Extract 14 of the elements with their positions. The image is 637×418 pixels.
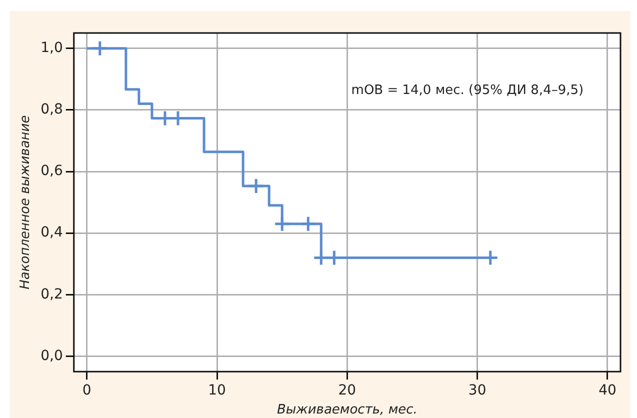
x-axis-title: Выживаемость, мес. <box>276 402 418 418</box>
x-tick-label: 20 <box>338 382 356 399</box>
x-tick-label: 10 <box>208 382 226 399</box>
y-tick-label: 0,4 <box>40 224 63 241</box>
y-axis-title: Накопленное выживание <box>18 115 34 290</box>
y-tick-label: 1,0 <box>40 40 63 56</box>
annotation: mOB = 14,0 мес. (95% ДИ 8,4–9,5) <box>351 82 584 98</box>
y-tick-label: 0,8 <box>40 102 63 118</box>
y-tick-label: 0,6 <box>40 163 63 180</box>
x-tick-label: 0 <box>82 382 92 399</box>
x-tick-label: 30 <box>468 382 486 399</box>
x-tick-label: 40 <box>598 382 616 399</box>
y-tick-label: 0,2 <box>40 286 63 302</box>
y-tick-label: 0,0 <box>40 348 63 364</box>
